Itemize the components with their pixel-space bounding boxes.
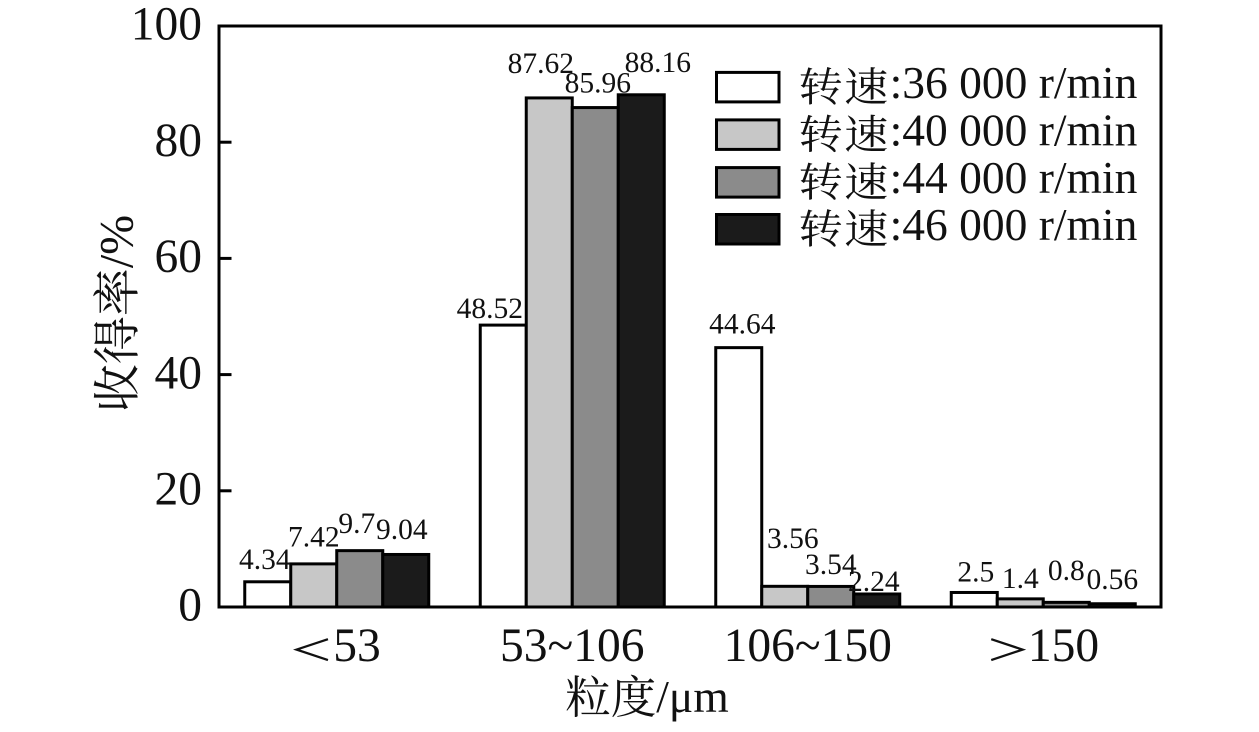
cjk-glyph: [845, 209, 887, 247]
value-label: 2.5: [957, 556, 994, 588]
cjk-glyph: [800, 209, 842, 247]
text-run: :36 000 r/min: [890, 57, 1138, 108]
value-label: 87.62: [508, 48, 574, 80]
cjk-glyph: [845, 67, 887, 105]
cjk-glyph: [800, 114, 842, 153]
y-tick-label: 40: [155, 347, 203, 399]
cjk-glyph: [845, 162, 887, 200]
sign-glyph: [293, 638, 329, 662]
value-label: 0.8: [1048, 555, 1085, 587]
legend-item: :40 000 r/min: [715, 104, 1138, 155]
value-label: 4.34: [239, 544, 291, 576]
value-label: 0.56: [1086, 564, 1138, 596]
y-tick-label: 0: [178, 580, 202, 632]
bar-s0-c0: [243, 580, 293, 609]
bar-s1-c2: [760, 584, 810, 609]
legend-item: :44 000 r/min: [715, 152, 1138, 203]
legend-label: :44 000 r/min: [800, 152, 1138, 203]
bar-s0-c2: [714, 346, 764, 609]
bar-s3-c0: [381, 552, 431, 609]
bar-s2-c0: [335, 549, 385, 609]
x-tick-label: 53: [293, 620, 381, 672]
bar-s3-c1: [616, 93, 666, 609]
value-label: 85.96: [565, 68, 631, 100]
y-axis-title: /%: [91, 215, 144, 410]
value-label: 3.54: [805, 549, 857, 581]
text-run: :40 000 r/min: [890, 104, 1138, 155]
cjk-glyph: [845, 114, 887, 152]
cjk-glyph: [800, 162, 842, 200]
legend-item: :46 000 r/min: [715, 199, 1138, 250]
value-label: 88.16: [625, 47, 691, 79]
y-tick-label: 100: [131, 0, 202, 51]
text-run: 53~106: [500, 620, 644, 672]
text-run: 106~150: [724, 620, 892, 672]
value-label: 9.04: [376, 514, 428, 546]
x-axis-title: /μm: [566, 671, 729, 722]
bar-s1-c1: [524, 96, 574, 609]
text-run: :46 000 r/min: [890, 199, 1138, 250]
x-tick-label: 106~150: [724, 620, 892, 672]
legend-label: :46 000 r/min: [800, 199, 1138, 250]
sign-glyph: [990, 638, 1027, 662]
legend-label: :40 000 r/min: [800, 104, 1138, 155]
value-label: 7.42: [288, 522, 340, 554]
value-label: 1.4: [1002, 563, 1039, 595]
cjk-glyph: [93, 365, 138, 410]
legend-item: :36 000 r/min: [715, 57, 1138, 108]
cjk-glyph: [800, 67, 842, 105]
cjk-glyph: [93, 317, 138, 363]
text-run: 150: [1028, 620, 1099, 672]
text-run: 53: [333, 620, 381, 672]
y-axis: 0 20 40 60 80 100: [131, 0, 232, 632]
legend-swatch: [715, 70, 781, 104]
legend-swatch: [715, 118, 781, 151]
cjk-glyph: [612, 674, 655, 718]
x-tick-label: 150: [990, 620, 1099, 672]
bar-s2-c2: [806, 584, 856, 609]
value-label: 3.56: [767, 523, 819, 555]
text-run: /μm: [656, 671, 728, 722]
value-label: 48.52: [457, 293, 523, 325]
text-run: :44 000 r/min: [890, 152, 1138, 203]
bar-s0-c1: [478, 323, 528, 609]
value-label: 44.64: [709, 308, 776, 340]
bar-s2-c1: [570, 106, 620, 609]
legend-swatch: [715, 213, 781, 246]
value-label: 9.7: [338, 508, 375, 540]
y-tick-label: 80: [155, 115, 203, 167]
y-tick-label: 60: [155, 231, 203, 283]
legend-swatch: [715, 166, 781, 199]
x-axis-tick-labels: 53 53~106 106~150 150: [293, 620, 1099, 672]
plot-border: [217, 24, 1163, 609]
cjk-glyph: [93, 270, 138, 315]
y-tick-label: 20: [155, 464, 203, 516]
x-tick-label: 53~106: [500, 620, 644, 672]
cjk-glyph: [566, 675, 610, 717]
bar-s0-c3: [949, 590, 999, 609]
bar-s1-c0: [289, 562, 339, 609]
legend: :36 000 r/min:40 000 r/min:44 000 r/min:…: [715, 57, 1138, 250]
text-run: /%: [91, 215, 144, 268]
legend-label: :36 000 r/min: [800, 57, 1138, 108]
value-label: 2.24: [848, 566, 900, 598]
